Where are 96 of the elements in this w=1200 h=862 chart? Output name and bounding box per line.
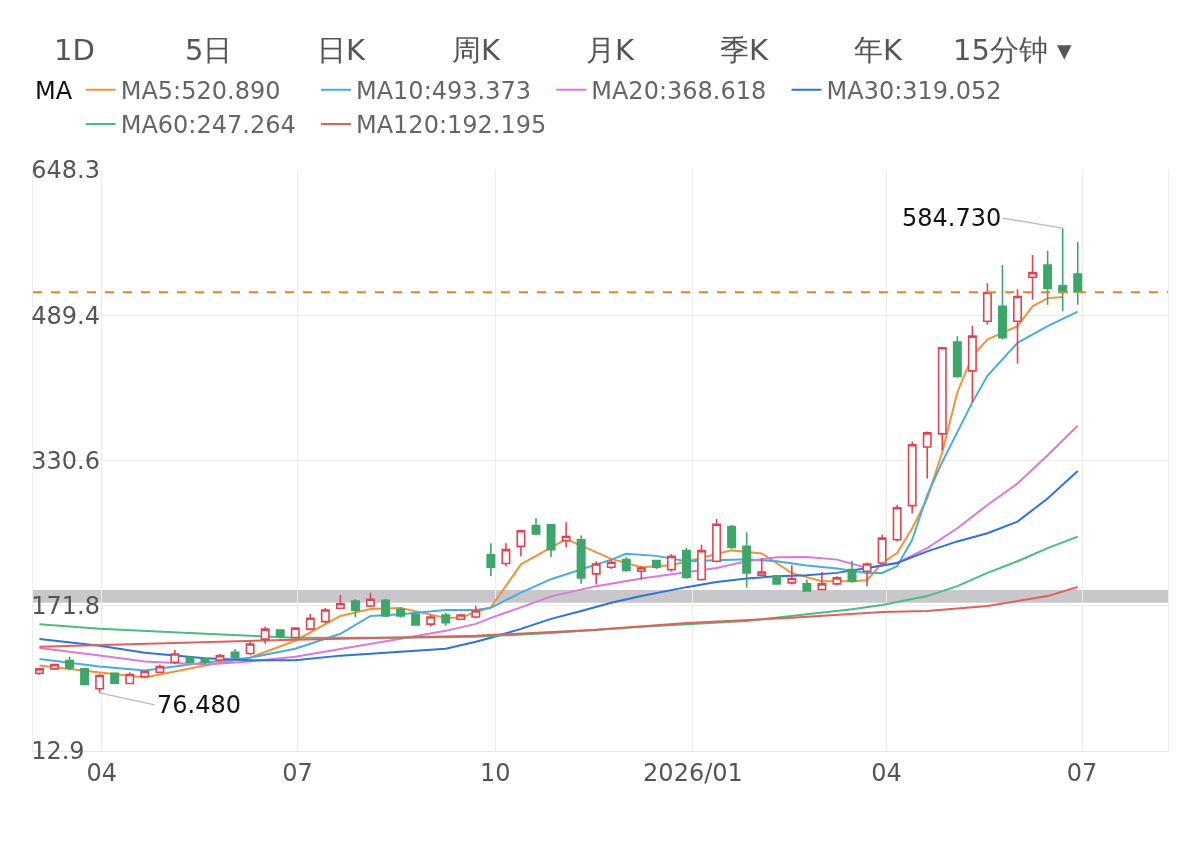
candlestick [546, 523, 556, 559]
candlestick [34, 667, 44, 676]
y-tick-label: 12.9 [31, 737, 85, 766]
candlestick [1013, 288, 1023, 365]
candlestick [381, 597, 391, 618]
candlestick [561, 521, 571, 549]
candlestick [50, 663, 59, 671]
legend-label: MA120:192.195 [355, 111, 547, 140]
candlestick [411, 612, 421, 627]
legend-label: MA10:493.373 [355, 77, 531, 106]
candlestick [757, 557, 767, 578]
candlestick [471, 605, 481, 620]
candlestick [155, 663, 165, 674]
text: 5日 [185, 33, 233, 67]
candlestick [636, 565, 646, 581]
candlestick [426, 613, 436, 628]
candlestick [516, 528, 526, 558]
x-tick-label: 07 [1066, 758, 1098, 787]
text: 周K [452, 33, 501, 67]
candlestick [967, 324, 977, 404]
candlestick [787, 564, 797, 586]
candlestick [982, 282, 992, 326]
candlestick [80, 666, 90, 686]
candlestick [125, 671, 135, 685]
candlestick [501, 542, 511, 567]
candlestick [366, 592, 375, 609]
text: 季K [720, 33, 769, 67]
annotation: 76.480 [157, 691, 241, 719]
candlestick [742, 531, 752, 589]
x-tick-label: 10 [479, 758, 511, 787]
candlestick [95, 673, 105, 694]
candlestick [832, 575, 842, 587]
candlestick [320, 606, 330, 624]
candlestick [290, 626, 300, 640]
candlestick [245, 641, 255, 656]
candlestick [937, 345, 947, 452]
y-tick-label: 171.8 [31, 592, 100, 621]
candlestick [892, 504, 902, 543]
candlestick [170, 649, 180, 665]
y-tick-label: 489.4 [31, 301, 100, 330]
candlestick [606, 559, 616, 570]
candlestick [621, 556, 631, 573]
candlestick [727, 524, 737, 550]
candlestick [591, 560, 601, 586]
y-tick-label: 330.6 [31, 446, 100, 475]
candlestick [576, 534, 586, 585]
candlestick [531, 517, 541, 536]
candlestick [682, 547, 691, 580]
text: 年K [854, 33, 903, 67]
candlestick [260, 626, 270, 645]
legend-title: MA [35, 76, 73, 105]
candlestick [456, 612, 466, 621]
candlestick [922, 430, 932, 480]
candlestick [65, 655, 75, 672]
candlestick [772, 574, 782, 586]
candlestick [1058, 227, 1068, 313]
candlestick [486, 542, 496, 577]
candlestick [441, 612, 451, 627]
x-tick-label: 07 [282, 758, 313, 787]
candlestick [817, 571, 827, 591]
candlestick [877, 534, 887, 566]
legend-label: MA30:319.052 [826, 77, 1002, 106]
annotation: 584.730 [902, 204, 1002, 232]
x-tick-label: 04 [86, 758, 118, 787]
candlestick [697, 543, 707, 582]
text: 1D [54, 33, 95, 67]
x-tick-label: 2026/01 [643, 758, 743, 787]
x-tick-label: 04 [871, 758, 902, 787]
candlestick [305, 613, 315, 632]
candlestick [802, 578, 812, 593]
candlestick [907, 440, 917, 515]
candlestick [350, 598, 360, 619]
candlestick [712, 518, 722, 564]
candlestick [847, 559, 857, 584]
text: 日K [317, 33, 366, 67]
legend-label: MA60:247.264 [120, 111, 296, 140]
candlestick [335, 594, 345, 610]
candlestick [1073, 240, 1083, 306]
candlestick [215, 653, 225, 663]
candlestick [651, 559, 661, 570]
candlestick [997, 264, 1007, 341]
candlestick [230, 648, 240, 660]
text: 月K [586, 33, 635, 67]
text: 15分钟 ▾ [953, 33, 1073, 67]
candlestick [666, 553, 676, 573]
legend-label: MA5:520.890 [120, 77, 281, 106]
candlestick [275, 628, 285, 640]
y-tick-label: 648.3 [31, 156, 100, 185]
candlestick [140, 669, 150, 679]
candlestick [1043, 249, 1053, 306]
candlestick [396, 606, 406, 619]
candlestick [952, 335, 962, 379]
candlestick [110, 671, 120, 685]
candlestick [862, 561, 872, 587]
candlestick [1028, 254, 1038, 301]
legend-label: MA20:368.618 [591, 77, 767, 106]
